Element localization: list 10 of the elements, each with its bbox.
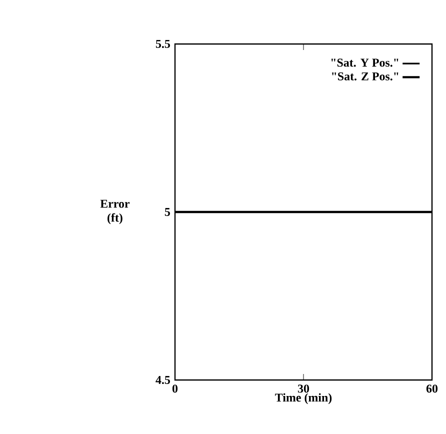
y-tick-label: 5 (164, 208, 170, 216)
legend-label: "Sat. Z Pos." (332, 72, 398, 80)
legend-label: "Sat. Y Pos." (331, 58, 398, 67)
x-tick-label: 60 (426, 384, 438, 393)
x-axis-title: Time (min) (275, 393, 332, 404)
x-tick-label: 0 (172, 384, 178, 393)
x-tick-label: 30 (298, 384, 310, 393)
y-tick-label: 5.5 (156, 40, 170, 48)
y-tick-label: 4.5 (156, 376, 170, 384)
y-axis-title: Error (ft) (100, 200, 130, 224)
